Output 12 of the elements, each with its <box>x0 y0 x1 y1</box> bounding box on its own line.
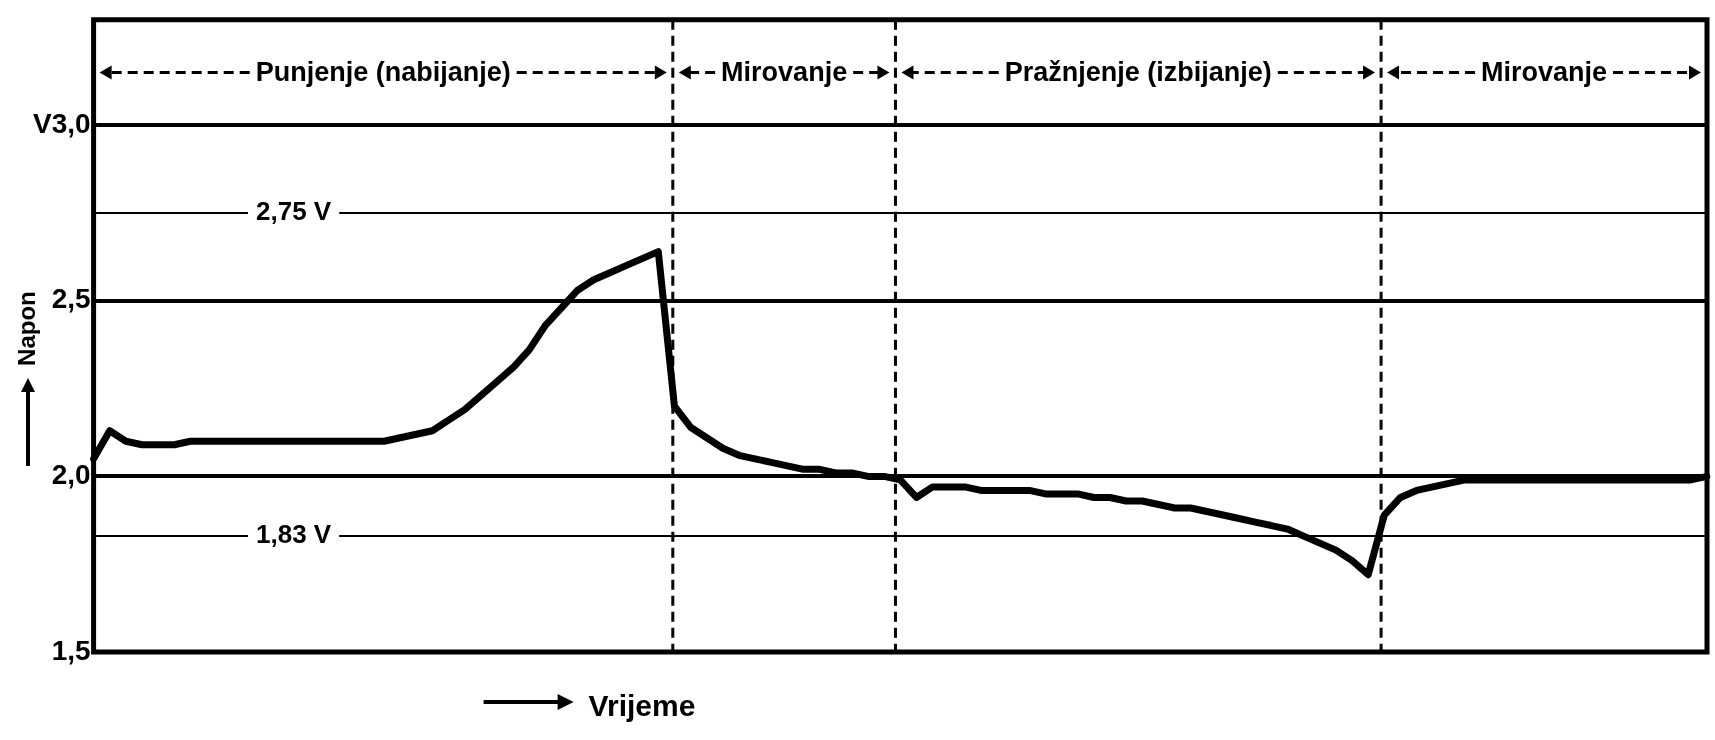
annotation: Mirovanje <box>721 57 848 88</box>
y-tick-label: 2,5 <box>51 283 91 315</box>
annotation: Pražnjenje (izbijanje) <box>1004 57 1272 88</box>
y-tick-label: 1,5 <box>51 634 91 666</box>
ref-line-label: 1,83 V <box>256 519 332 550</box>
y-axis-title: Napon <box>12 291 40 366</box>
x-axis-title: Vrijeme <box>588 689 696 723</box>
y-tick-label: 2,0 <box>51 459 91 491</box>
annotation: Mirovanje <box>1481 57 1608 88</box>
annotation: Punjenje (nabijanje) <box>255 57 511 88</box>
y-tick-label: V3,0 <box>32 107 91 139</box>
ref-line-label: 2,75 V <box>256 196 332 227</box>
